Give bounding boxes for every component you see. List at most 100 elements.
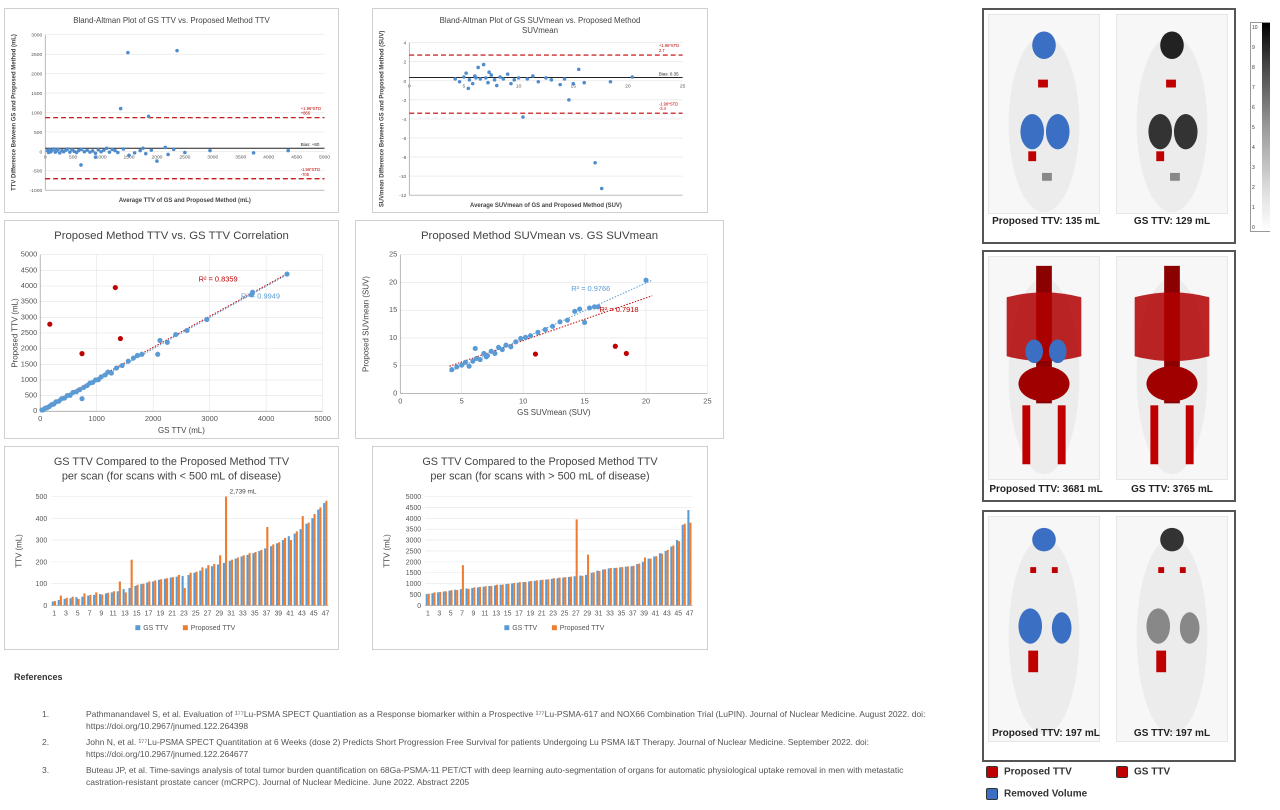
bar-gs: [687, 510, 690, 606]
x-tick-label: 10: [519, 396, 527, 405]
bar-gs: [681, 524, 684, 606]
data-point: [155, 159, 159, 163]
y-tick-label: 1000: [406, 581, 422, 588]
data-point: [132, 151, 137, 155]
y-tick-label: 4000: [406, 516, 422, 523]
x-tick-label: 45: [310, 610, 318, 617]
y-tick-label: 20: [389, 277, 397, 286]
y-tick-label: 100: [36, 581, 48, 588]
pet-scan-gs-2: [1134, 265, 1210, 475]
y-tick-label: 400: [36, 516, 48, 523]
bar-gs: [590, 572, 593, 606]
bar-proposed: [535, 580, 538, 606]
bar-gs: [51, 601, 54, 606]
x-tick-label: 15: [571, 84, 577, 90]
chart-title: Proposed Method SUVmean vs. GS SUVmean: [421, 230, 658, 242]
bar-gs: [270, 546, 273, 606]
y-tick-label: 500: [34, 130, 42, 136]
bar-proposed: [501, 584, 504, 606]
data-point: [98, 374, 104, 380]
removed-swatch-icon: [986, 788, 998, 800]
bar-proposed: [638, 563, 641, 606]
bias-label: Bias: +80: [301, 142, 320, 147]
data-point: [582, 319, 588, 325]
bar-gs: [57, 599, 60, 606]
data-point: [586, 305, 593, 311]
data-point: [476, 65, 480, 70]
bar-proposed: [655, 556, 658, 606]
bar-proposed: [254, 552, 257, 606]
legend-swatch-icon: [551, 625, 557, 631]
data-point: [164, 339, 170, 345]
scan-label-proposed: Proposed TTV: 135 mL: [992, 216, 1100, 227]
bar-gs: [317, 509, 320, 606]
data-point: [113, 365, 120, 371]
bar-gs: [653, 556, 656, 606]
data-point: [166, 152, 170, 157]
data-point: [119, 362, 125, 369]
bar-gs: [175, 576, 178, 606]
colorbar-tick-label: 7: [1252, 85, 1255, 91]
bar-gs: [624, 566, 627, 606]
scan-image-proposed: [988, 256, 1100, 480]
data-point: [494, 83, 499, 88]
data-point: [163, 145, 168, 150]
data-point: [523, 334, 529, 340]
limit-label: +1.96*STD: [659, 43, 679, 48]
bar-gs: [431, 593, 434, 606]
bar-proposed: [242, 555, 245, 606]
bar-gs: [211, 566, 214, 606]
data-point: [484, 76, 488, 80]
y-tick-label: 2500: [31, 52, 42, 58]
bar-gs: [482, 586, 485, 606]
data-point: [527, 333, 534, 339]
bar-gs: [323, 503, 326, 606]
correlation-suv-svg: Proposed Method SUVmean vs. GS SUVmean 0 5…: [362, 230, 712, 417]
data-point: [483, 354, 489, 360]
data-point: [467, 78, 472, 82]
bar-gs: [619, 567, 622, 606]
y-tick-label: 5: [393, 361, 397, 370]
data-point: [79, 163, 83, 167]
bar-proposed: [236, 557, 239, 606]
colorbar-gradient: [1262, 23, 1270, 231]
scan-image-gs: [1116, 14, 1228, 214]
x-tick-label: 11: [481, 610, 488, 617]
y-tick-label: 3500: [406, 527, 422, 534]
r-squared-label: R² = 0.7918: [599, 305, 638, 314]
bar-gs: [199, 570, 202, 606]
x-tick-label: 20: [625, 84, 631, 90]
bar-proposed: [564, 577, 567, 606]
data-point: [593, 160, 597, 165]
bar-gs: [75, 597, 78, 606]
data-point: [577, 306, 583, 312]
data-point: [51, 147, 56, 151]
data-point: [65, 147, 70, 151]
bar-proposed: [666, 549, 669, 606]
reference-text: John N, et al. ¹⁷⁷Lu-PSMA SPECT Quantita…: [86, 737, 870, 759]
reference-text: Buteau JP, et al. Time-savings analysis …: [86, 765, 904, 787]
bar-gs: [311, 518, 314, 606]
x-tick-label: 29: [583, 610, 591, 617]
data-point: [157, 337, 163, 344]
bar-gs: [116, 591, 119, 606]
data-point: [572, 308, 578, 314]
scan-image-proposed: [988, 516, 1100, 742]
bar-proposed: [467, 588, 470, 606]
bar-proposed: [154, 580, 157, 606]
data-point: [93, 155, 98, 159]
data-point: [462, 359, 468, 365]
bar-proposed: [278, 542, 281, 606]
bar-proposed: [189, 572, 192, 606]
data-point: [68, 150, 72, 154]
y-tick-label: -4: [402, 117, 407, 123]
data-point: [183, 150, 187, 155]
outlier-point: [79, 351, 85, 357]
y-tick-label: 2000: [406, 559, 422, 566]
callout-label: 2,739 mL: [230, 489, 257, 496]
data-point: [76, 148, 81, 153]
bar-proposed: [575, 519, 578, 606]
data-point: [544, 76, 548, 80]
reference-number: 3.: [42, 765, 50, 775]
data-point: [121, 147, 126, 151]
